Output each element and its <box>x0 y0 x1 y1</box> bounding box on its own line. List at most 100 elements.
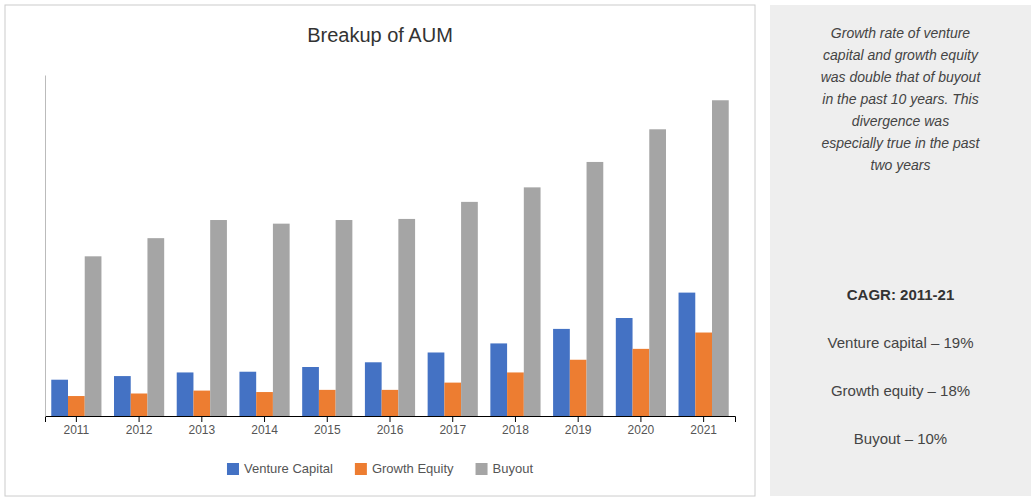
bar <box>553 329 570 416</box>
legend-label: Buyout <box>493 461 534 476</box>
bar <box>712 100 729 416</box>
bar <box>319 390 336 416</box>
cagr-line: Venture capital – 19% <box>828 334 974 351</box>
bar-series <box>85 100 729 416</box>
x-axis-line <box>46 417 736 423</box>
side-note-line: Growth rate of venture <box>831 25 971 41</box>
x-tick-label: 2015 <box>314 423 341 437</box>
side-note-line: was double that of buyout <box>821 69 982 85</box>
x-tick-mark <box>452 416 453 422</box>
legend-swatch <box>227 463 239 475</box>
bar <box>633 349 650 416</box>
x-tick: 2020 <box>628 416 655 437</box>
chart-title: Breakup of AUM <box>307 24 453 46</box>
x-tick: 2017 <box>439 416 466 437</box>
bar <box>147 238 164 416</box>
y-axis-line <box>45 76 46 417</box>
x-axis: 2011 2012 2013 2014 2015 2016 2017 2018 2019 2020… <box>46 416 736 437</box>
x-tick-label: 2011 <box>63 423 89 437</box>
x-tick-mark <box>264 416 265 422</box>
plot: 2011 2012 2013 2014 2015 2016 2017 2018 2019 2020… <box>46 76 736 437</box>
x-tick-label: 2013 <box>188 423 215 437</box>
bar-series <box>68 333 712 416</box>
side-note-line: especially true in the past <box>822 135 981 151</box>
legend-swatch <box>355 463 367 475</box>
bars <box>51 100 728 416</box>
legend-item: Growth Equity <box>355 461 454 476</box>
x-tick-label: 2021 <box>690 423 717 437</box>
bar <box>85 256 102 416</box>
legend-label: Growth Equity <box>372 461 454 476</box>
chart-panel <box>5 5 755 496</box>
legend-label: Venture Capital <box>244 461 333 476</box>
legend: Venture Capital Growth Equity Buyout <box>227 461 533 476</box>
x-tick-label: 2020 <box>628 423 655 437</box>
x-tick: 2018 <box>502 416 529 437</box>
y-axis <box>45 76 46 417</box>
bar <box>210 220 227 416</box>
x-tick-mark <box>515 416 516 422</box>
cagr-title: CAGR: 2011-21 <box>847 286 955 303</box>
x-tick-label: 2018 <box>502 423 529 437</box>
bar <box>695 333 712 416</box>
x-tick-mark <box>640 416 641 422</box>
bar <box>570 360 587 416</box>
side-note-line: in the past 10 years. This <box>822 91 978 107</box>
x-tick-mark <box>201 416 202 422</box>
bar <box>51 380 68 416</box>
bar <box>193 391 210 416</box>
bar <box>524 187 541 416</box>
bar <box>428 352 445 416</box>
x-tick: 2011 <box>63 416 89 437</box>
side-note-line: capital and growth equity <box>823 47 979 63</box>
bar <box>444 383 461 416</box>
x-tick-mark <box>390 416 391 422</box>
cagr-line: Growth equity – 18% <box>831 382 970 399</box>
bar <box>616 318 633 416</box>
bar <box>273 224 290 416</box>
side-note: Growth rate of venture capital and growth… <box>821 25 982 173</box>
bar <box>649 129 666 416</box>
x-tick-label: 2012 <box>126 423 153 437</box>
x-tick: 2014 <box>251 416 278 437</box>
bar <box>239 372 256 416</box>
bar <box>302 367 319 416</box>
x-tick-label: 2017 <box>439 423 466 437</box>
bar <box>131 393 148 416</box>
bar <box>461 202 478 416</box>
x-tick: 2016 <box>377 416 404 437</box>
bar <box>679 293 696 416</box>
bar <box>114 376 131 416</box>
x-tick-mark <box>327 416 328 422</box>
x-tick: 2021 <box>690 416 717 437</box>
bar <box>336 220 353 416</box>
bar <box>382 390 399 416</box>
side-note-line: two years <box>871 157 931 173</box>
chart-svg: Breakup of AUM20112012201320142015201620… <box>0 0 1036 501</box>
x-tick: 2015 <box>314 416 341 437</box>
bar <box>177 372 194 416</box>
x-tick-mark <box>76 416 77 422</box>
x-tick-mark <box>703 416 704 422</box>
bar <box>507 372 524 416</box>
side-note-line: divergence was <box>852 113 949 129</box>
legend-item: Venture Capital <box>227 461 333 476</box>
x-tick-mark <box>578 416 579 422</box>
x-tick: 2012 <box>126 416 153 437</box>
bar <box>68 396 85 416</box>
legend-swatch <box>476 463 488 475</box>
x-tick: 2019 <box>565 416 592 437</box>
side-panel <box>770 5 1031 496</box>
bar <box>490 343 507 416</box>
x-tick: 2013 <box>188 416 215 437</box>
bar <box>256 392 273 416</box>
legend-item: Buyout <box>476 461 534 476</box>
cagr-line: Buyout – 10% <box>854 430 947 447</box>
bar <box>398 219 415 416</box>
bar <box>587 162 604 416</box>
bar <box>365 362 382 416</box>
x-tick-label: 2016 <box>377 423 404 437</box>
x-tick-label: 2014 <box>251 423 278 437</box>
x-tick-label: 2019 <box>565 423 592 437</box>
x-tick-mark <box>139 416 140 422</box>
